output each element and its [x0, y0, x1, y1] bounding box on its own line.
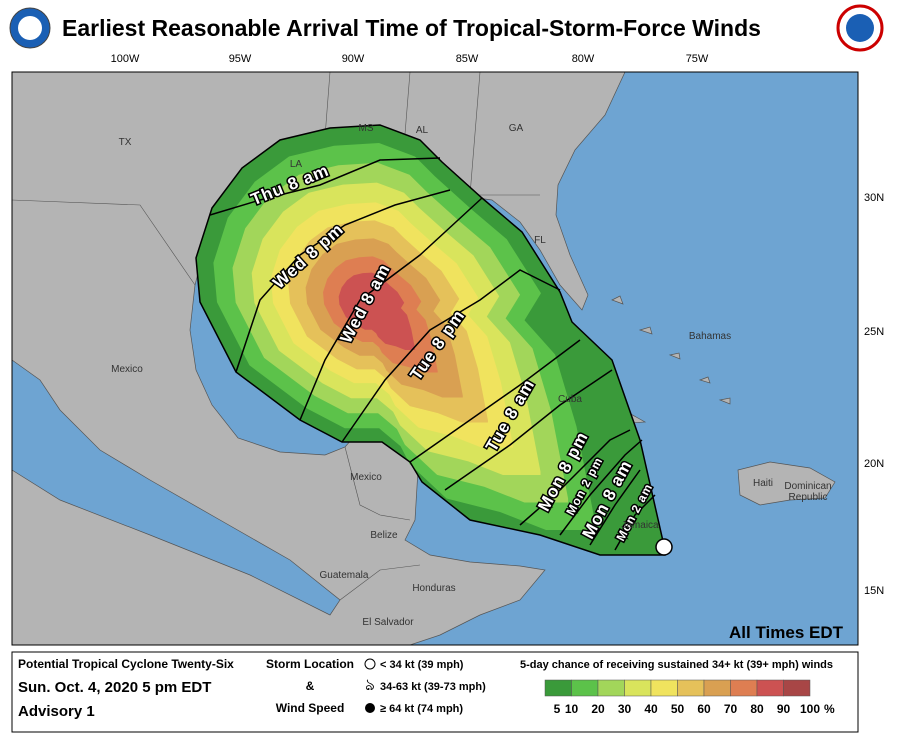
- place-label: Guatemala: [320, 570, 369, 581]
- latitude-labels: 30N 25N 20N 15N: [864, 192, 884, 597]
- probability-band: [338, 272, 416, 350]
- scale-label: 50: [671, 702, 685, 716]
- ampersand: &: [306, 679, 315, 693]
- place-label: MS: [359, 123, 374, 134]
- cone-outline: [195, 124, 666, 556]
- longitude-label: 80W: [572, 53, 595, 65]
- place-label: FL: [534, 235, 546, 246]
- place-label: Bahamas: [689, 331, 731, 342]
- scale-label: 100: [800, 702, 820, 716]
- scale-swatch: [730, 679, 758, 697]
- scale-swatch: [624, 679, 652, 697]
- scale-swatch: [544, 679, 572, 697]
- place-label: Republic: [789, 492, 828, 503]
- scale-label: 90: [777, 702, 791, 716]
- scale-label: 20: [591, 702, 605, 716]
- isochrones: [209, 157, 656, 551]
- land-bahamas: [611, 295, 731, 405]
- map-frame: [11, 71, 859, 646]
- scale-label: 30: [618, 702, 632, 716]
- scale-label: 10: [565, 702, 579, 716]
- scale-title: 5-day chance of receiving sustained 34+ …: [520, 659, 833, 671]
- place-label: Dominican: [784, 481, 831, 492]
- noaa-logo-inner: [18, 16, 42, 40]
- scale-label: 60: [697, 702, 711, 716]
- place-label: AL: [416, 125, 429, 136]
- longitude-label: 85W: [456, 53, 479, 65]
- scale-swatch: [756, 679, 784, 697]
- scale-label: 5: [554, 702, 561, 716]
- scale-swatch: [677, 679, 705, 697]
- latitude-label: 20N: [864, 458, 884, 470]
- place-label: Honduras: [412, 583, 455, 594]
- latitude-label: 15N: [864, 585, 884, 597]
- color-scale: 5 10 20 30 40 50 60 70 80 90 100%: [544, 679, 835, 716]
- storm-location-title: Storm Location: [266, 657, 354, 671]
- time-note: All Times EDT: [729, 623, 844, 642]
- place-label: TX: [119, 137, 132, 148]
- latitude-label: 25N: [864, 326, 884, 338]
- scale-swatch: [597, 679, 625, 697]
- scale-label: 80: [750, 702, 764, 716]
- longitude-label: 75W: [686, 53, 709, 65]
- place-label: Cuba: [558, 394, 582, 405]
- place-label: GA: [509, 123, 524, 134]
- symbol-label: 34-63 kt (39-73 mph): [380, 681, 486, 693]
- place-label: Mexico: [350, 472, 382, 483]
- place-label: Mexico: [111, 364, 143, 375]
- symbol-ts: ঌ: [365, 677, 375, 694]
- longitude-labels: 100W 95W 90W 85W 80W 75W: [111, 53, 709, 65]
- storm-name: Potential Tropical Cyclone Twenty-Six: [18, 657, 234, 671]
- scale-label: 40: [644, 702, 658, 716]
- longitude-label: 90W: [342, 53, 365, 65]
- scale-label: 70: [724, 702, 738, 716]
- symbol-label: ≥ 64 kt (74 mph): [380, 703, 463, 715]
- scale-swatch: [650, 679, 678, 697]
- longitude-label: 95W: [229, 53, 252, 65]
- place-label: Jamaica: [621, 520, 659, 531]
- advisory-number: Advisory 1: [18, 703, 95, 720]
- longitude-label: 100W: [111, 53, 140, 65]
- nws-logo-inner: [846, 14, 874, 42]
- place-labels: TX MS AL GA LA FL Mexico Bahamas Cuba Mexico Haiti…: [111, 123, 831, 628]
- scale-swatch: [703, 679, 731, 697]
- storm-location: [655, 538, 673, 556]
- advisory-date: Sun. Oct. 4, 2020 5 pm EDT: [18, 679, 211, 696]
- scale-swatch: [571, 679, 599, 697]
- place-label: LA: [290, 159, 303, 170]
- wind-speed-title: Wind Speed: [276, 701, 345, 715]
- title: Earliest Reasonable Arrival Time of Trop…: [62, 15, 761, 41]
- place-label: Haiti: [753, 478, 773, 489]
- latitude-label: 30N: [864, 192, 884, 204]
- probability-cone: [196, 125, 665, 555]
- place-label: El Salvador: [362, 617, 414, 628]
- scale-swatch: [783, 679, 811, 697]
- place-label: Belize: [370, 530, 398, 541]
- symbol-low: [364, 658, 376, 670]
- symbol-label: < 34 kt (39 mph): [380, 659, 464, 671]
- land-hispaniola: [737, 461, 836, 506]
- symbol-hurricane: [365, 703, 375, 713]
- scale-unit: %: [824, 702, 835, 716]
